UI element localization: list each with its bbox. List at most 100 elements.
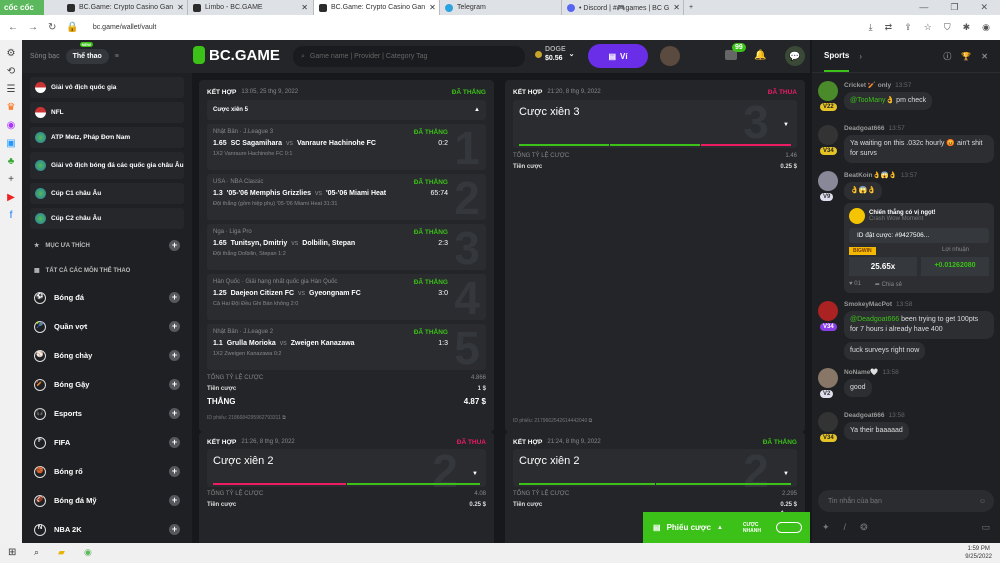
tab-discord[interactable]: • Discord | #🎮games | BC G ✕	[562, 0, 684, 15]
chat-username[interactable]: NoName🤍 13:58	[844, 368, 996, 376]
add-icon[interactable]: +	[169, 292, 180, 303]
add-icon[interactable]: +	[169, 321, 180, 332]
minimize-icon[interactable]: —	[919, 2, 929, 12]
app-icon[interactable]: ▣	[6, 138, 16, 149]
search-icon[interactable]: ⌕	[34, 547, 40, 557]
bcgame-logo[interactable]: BC.GAME	[193, 46, 280, 64]
parlay-toggle[interactable]: 3 Cược xiên 3 ▼	[513, 100, 797, 148]
system-clock[interactable]: 1:59 PM 9/25/2022	[965, 546, 992, 560]
url-field[interactable]: bc.game/wallet/vault	[92, 24, 157, 31]
file-explorer-icon[interactable]: ▰	[58, 547, 65, 557]
close-tab-icon[interactable]: ✕	[673, 3, 680, 12]
list-icon[interactable]: ☰	[6, 84, 16, 95]
like-button[interactable]: ♥ 01	[849, 281, 861, 287]
mention[interactable]: @Deadgoat666	[850, 316, 900, 323]
command-icon[interactable]: /	[843, 522, 847, 532]
close-chat-icon[interactable]: ✕	[981, 51, 988, 61]
bigwin-share-card[interactable]: Chiến thắng có vị ngọt! Crash Wow Moment I…	[844, 203, 994, 293]
sport-item[interactable]: 🎾 Quần vợt +	[22, 312, 192, 341]
league-item[interactable]: NFL	[30, 102, 184, 123]
wallet-button[interactable]: ▤ Ví	[588, 44, 648, 68]
new-tab-button[interactable]: +	[689, 4, 694, 11]
profile-icon[interactable]: ◉	[982, 22, 990, 32]
menu-icon[interactable]: ≡	[114, 52, 119, 60]
game-icon[interactable]: ♣	[7, 156, 15, 167]
add-icon[interactable]: +	[169, 350, 180, 361]
history-icon[interactable]: ⟲	[6, 66, 16, 77]
user-avatar[interactable]	[818, 412, 838, 432]
expand-icon[interactable]: +	[169, 240, 180, 251]
user-avatar[interactable]	[818, 125, 838, 145]
tip-icon[interactable]: ❂	[860, 522, 868, 532]
chat-username[interactable]: SmokeyMacPot 13:58	[844, 301, 996, 308]
user-avatar[interactable]	[818, 81, 838, 101]
youtube-icon[interactable]: ▶	[7, 192, 15, 203]
sport-item[interactable]: ⚾ Bóng chày +	[22, 341, 192, 370]
chat-username[interactable]: BeatKoin👌😱👌 13:57	[844, 171, 996, 179]
user-avatar[interactable]	[818, 171, 838, 191]
parlay-toggle[interactable]: 2 Cược xiên 2 ▼	[207, 449, 486, 487]
search-input[interactable]: ⌕ Game name | Provider | Category Tag	[293, 46, 525, 67]
info-icon[interactable]: ⓘ	[943, 51, 952, 61]
chevron-right-icon[interactable]: ›	[859, 51, 863, 61]
chat-messages[interactable]: V22 Cricket 🏏 only 13:57 @TooMany👌 pm check…	[812, 73, 1000, 485]
league-item[interactable]: Giải vô địch quốc gia	[30, 77, 184, 98]
add-icon[interactable]: +	[169, 379, 180, 390]
forward-icon[interactable]: →	[28, 22, 38, 33]
sport-item[interactable]: 🏏 Bóng Gậy +	[22, 370, 192, 399]
gif-icon[interactable]: ▭	[981, 522, 991, 532]
settings-icon[interactable]: ⚙	[6, 48, 16, 59]
league-item[interactable]: Cúp C1 châu Âu	[30, 183, 184, 204]
bell-icon[interactable]: 🔔	[754, 50, 767, 61]
parlay-toggle[interactable]: 2 Cược xiên 2 ▼	[513, 449, 797, 487]
user-avatar[interactable]	[818, 368, 838, 388]
league-item[interactable]: ATP Metz, Pháp Đơn Nam	[30, 127, 184, 148]
add-icon[interactable]: +	[169, 437, 180, 448]
favorites-section[interactable]: ★ MỤC ƯA THÍCH +	[22, 233, 192, 258]
close-window-icon[interactable]: ✕	[980, 2, 988, 12]
sports-link[interactable]: NEW Thể thao	[65, 41, 109, 64]
sport-item[interactable]: 🏈 Bóng đá Mỹ +	[22, 486, 192, 515]
tab-limbo[interactable]: Limbo - BC.GAME ✕	[188, 0, 314, 15]
tab-telegram[interactable]: Telegram	[440, 0, 562, 15]
messenger-icon[interactable]: ◉	[6, 120, 16, 131]
facebook-icon[interactable]: f	[9, 210, 13, 221]
share-icon[interactable]: ⇪	[904, 22, 912, 32]
mail-icon[interactable]	[725, 50, 737, 60]
sport-item[interactable]: N NBA 2K +	[22, 515, 192, 543]
close-tab-icon[interactable]: ✕	[177, 3, 184, 12]
chat-username[interactable]: Cricket 🏏 only 13:57	[844, 81, 996, 89]
league-item[interactable]: Giải vô địch bóng đá các quốc gia châu Â…	[30, 152, 184, 179]
sport-item[interactable]: 🎧 Esports +	[22, 399, 192, 428]
close-tab-icon[interactable]: ✕	[429, 3, 436, 12]
betslip-button[interactable]: ▤ Phiếu cược ▲ CƯỢC NHANH	[643, 512, 810, 543]
add-icon[interactable]: +	[169, 466, 180, 477]
translate-icon[interactable]: ⇄	[884, 22, 893, 32]
tab-bcgame-active[interactable]: BC.Game: Crypto Casino Gan ✕	[314, 0, 440, 15]
shield-icon[interactable]: ⛉	[943, 22, 951, 32]
close-tab-icon[interactable]: ✕	[301, 3, 308, 12]
copy-icon[interactable]: ⧉	[280, 415, 286, 421]
add-icon[interactable]: +	[169, 524, 180, 535]
quick-bet-toggle[interactable]	[776, 522, 802, 533]
mention[interactable]: @TooMany👌	[850, 97, 895, 104]
add-icon[interactable]: +	[169, 495, 180, 506]
emoji-icon[interactable]: ☺	[978, 497, 986, 505]
user-avatar[interactable]	[818, 301, 838, 321]
sport-item[interactable]: ⚽ Bóng đá +	[22, 283, 192, 312]
add-icon[interactable]: +	[8, 174, 14, 185]
chat-username[interactable]: Deadgoat666 13:57	[844, 125, 996, 132]
coccoc-icon[interactable]: ◉	[84, 547, 92, 557]
parlay-toggle[interactable]: Cược xiên 5 ▲	[207, 100, 486, 120]
trophy-icon[interactable]: 🏆	[961, 51, 972, 61]
add-icon[interactable]: +	[169, 408, 180, 419]
league-item[interactable]: Cúp C2 châu Âu	[30, 208, 184, 229]
chat-tab-sports[interactable]: Sports	[824, 41, 850, 72]
browser-brand[interactable]: cốc cốc	[0, 0, 44, 15]
crown-icon[interactable]: ♛	[6, 102, 16, 113]
download-icon[interactable]: ⤓	[868, 22, 873, 32]
bet-id-link[interactable]: ID đặt cược: #9427506...	[849, 228, 989, 243]
chat-toggle-button[interactable]: 💬	[785, 46, 805, 66]
sport-item[interactable]: 🏀 Bóng rổ +	[22, 457, 192, 486]
user-avatar[interactable]	[660, 46, 680, 66]
